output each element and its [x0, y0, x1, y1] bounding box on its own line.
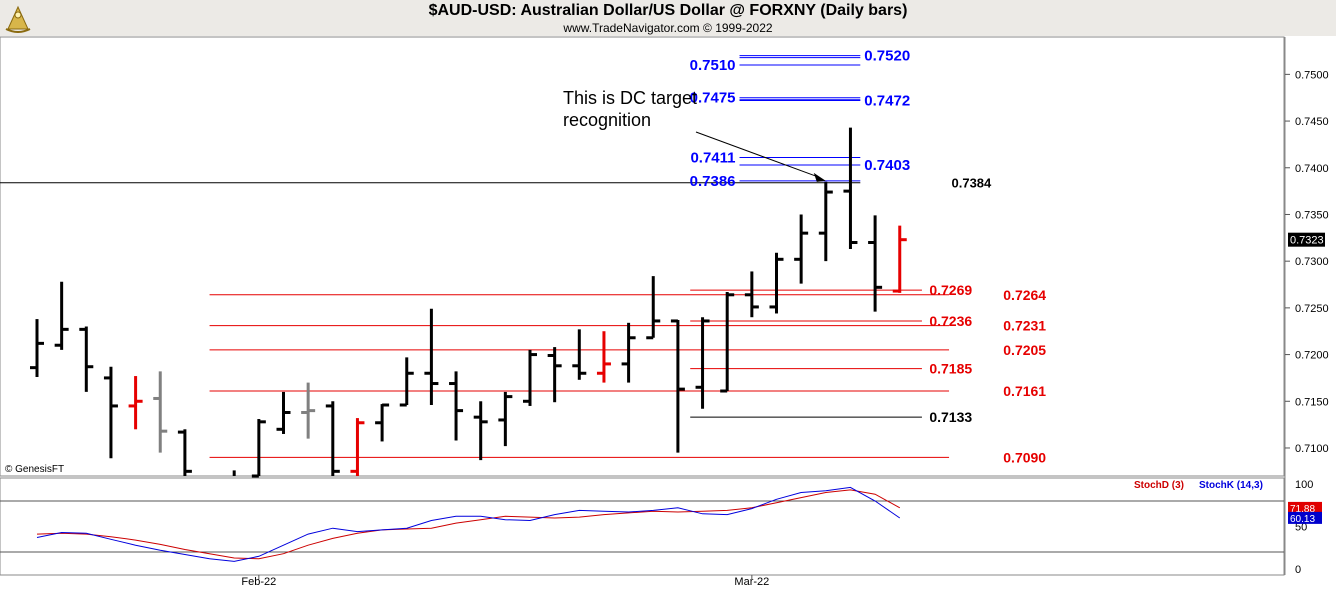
- price-bar: [892, 225, 907, 293]
- gold-sextant-logo-icon: [5, 5, 31, 33]
- level-label: 0.7161: [1003, 383, 1046, 399]
- price-bar: [79, 326, 94, 392]
- chart-title: $AUD-USD: Australian Dollar/US Dollar @ …: [428, 2, 908, 19]
- y-tick-label: 0.7500: [1295, 69, 1329, 81]
- stoch-k-value: 60.13: [1290, 514, 1315, 525]
- price-bar: [473, 401, 488, 461]
- y-tick-label: 0.7100: [1295, 443, 1329, 455]
- price-bar: [695, 317, 710, 409]
- last-price-label: 0.7323: [1290, 235, 1324, 247]
- level-label: 0.7133: [929, 409, 972, 425]
- price-bar: [177, 429, 192, 476]
- y-tick-label: 0.7350: [1295, 209, 1329, 221]
- price-bar: [350, 418, 365, 476]
- stoch-k-line: [36, 486, 901, 562]
- price-bar: [868, 215, 883, 312]
- level-label: 0.7231: [1003, 318, 1046, 334]
- price-bar: [276, 391, 291, 434]
- level-label: 0.7510: [690, 57, 736, 74]
- level-label: 0.7185: [929, 361, 972, 377]
- price-bar: [621, 322, 636, 383]
- level-label: 0.7090: [1003, 449, 1046, 465]
- stoch-tick-label: 0: [1295, 564, 1301, 576]
- annotation-text: This is DC target: [563, 88, 697, 108]
- price-bar: [596, 331, 611, 383]
- level-label: 0.7411: [690, 149, 735, 166]
- level-label: 0.7205: [1003, 342, 1046, 358]
- level-label: 0.7264: [1003, 287, 1046, 303]
- watermark: © GenesisFT: [5, 464, 64, 475]
- price-bar: [769, 252, 784, 314]
- price-bar: [30, 319, 44, 377]
- level-label: 0.7472: [864, 93, 910, 110]
- level-label: 0.7475: [690, 90, 736, 107]
- price-bar: [251, 419, 266, 478]
- level-label: 0.7236: [929, 313, 972, 329]
- stoch-d-value-box: [1288, 501, 1322, 514]
- price-bar: [153, 371, 168, 453]
- price-bar: [375, 403, 390, 442]
- price-panel: [0, 36, 1285, 477]
- y-tick-label: 0.7450: [1295, 116, 1329, 128]
- price-bar: [301, 382, 316, 439]
- y-tick-label: 0.7200: [1295, 350, 1329, 362]
- y-tick-label: 0.7250: [1295, 303, 1329, 315]
- annotation-arrowhead: [813, 172, 826, 182]
- stoch-d-legend: StochD (3): [1134, 480, 1184, 491]
- annotation-arrow: [695, 131, 818, 178]
- price-bar: [818, 181, 833, 262]
- price-bar: [54, 281, 69, 350]
- price-bar: [720, 291, 735, 393]
- level-label: 0.7386: [690, 173, 736, 190]
- price-bar: [794, 214, 809, 284]
- price-bar: [449, 371, 464, 441]
- last-price-box: [1288, 232, 1325, 247]
- price-bar: [744, 271, 759, 318]
- stochastic-panel: [0, 477, 1285, 576]
- price-bar: [572, 329, 587, 380]
- stoch-k-value-box: [1288, 511, 1322, 524]
- x-tick-label: Feb-22: [241, 576, 276, 588]
- y-tick-label: 0.7150: [1295, 396, 1329, 408]
- price-bar: [843, 127, 858, 250]
- y-tick-label: 0.7300: [1295, 256, 1329, 268]
- price-bar: [523, 349, 537, 406]
- annotation-text: recognition: [563, 110, 651, 130]
- x-tick-label: Mar-22: [734, 576, 769, 588]
- price-bar: [424, 308, 439, 406]
- level-label: 0.7384: [952, 176, 993, 191]
- level-label: 0.7403: [864, 157, 910, 174]
- stoch-k-legend: StochK (14,3): [1199, 480, 1263, 491]
- level-label: 0.7269: [929, 282, 972, 298]
- chart-header: [0, 0, 1336, 36]
- chart-subtitle: www.TradeNavigator.com © 1999-2022: [563, 21, 773, 35]
- price-bar: [128, 376, 143, 430]
- price-bar: [646, 276, 661, 340]
- price-bar: [547, 347, 562, 403]
- stoch-tick-label: 50: [1295, 522, 1307, 534]
- stoch-tick-label: 100: [1295, 479, 1313, 491]
- price-bar: [670, 319, 685, 453]
- price-bar: [325, 401, 340, 476]
- price-bar: [103, 366, 118, 459]
- price-bar: [399, 357, 414, 407]
- stoch-d-value: 71.88: [1290, 504, 1315, 515]
- y-tick-label: 0.7400: [1295, 163, 1329, 175]
- level-label: 0.7520: [864, 48, 910, 65]
- price-bar: [498, 391, 513, 447]
